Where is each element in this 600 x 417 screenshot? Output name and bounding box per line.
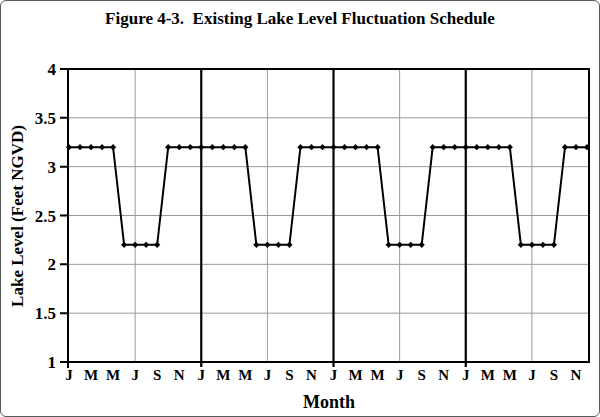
data-point-marker <box>397 242 403 248</box>
x-tick-label: M <box>238 367 252 383</box>
lake-level-chart: 11.522.533.54JMMJSNJMMJSNJMMJSNJMMJSN <box>1 1 600 417</box>
data-point-marker <box>352 144 358 150</box>
data-point-marker <box>220 144 226 150</box>
data-point-marker <box>551 242 557 248</box>
data-point-marker <box>308 144 314 150</box>
data-point-marker <box>231 144 237 150</box>
x-tick-label: M <box>216 367 230 383</box>
y-tick-label: 1.5 <box>35 304 56 323</box>
x-tick-label: M <box>503 367 517 383</box>
lake-level-line <box>69 147 587 245</box>
data-point-marker <box>330 144 336 150</box>
data-point-marker <box>518 242 524 248</box>
x-tick-label: S <box>550 367 558 383</box>
data-point-marker <box>463 144 469 150</box>
x-tick-label: M <box>348 367 362 383</box>
data-point-marker <box>242 144 248 150</box>
x-tick-label: N <box>174 367 185 383</box>
data-point-marker <box>253 242 259 248</box>
y-tick-label: 3.5 <box>35 109 56 128</box>
data-point-marker <box>121 242 127 248</box>
figure-container: Figure 4-3. Existing Lake Level Fluctuat… <box>0 0 600 417</box>
data-point-marker <box>540 242 546 248</box>
data-point-marker <box>573 144 579 150</box>
x-tick-label: M <box>106 367 120 383</box>
y-tick-label: 4 <box>48 60 57 79</box>
x-tick-label: S <box>153 367 161 383</box>
data-point-marker <box>110 144 116 150</box>
data-point-marker <box>264 242 270 248</box>
data-point-marker <box>441 144 447 150</box>
data-point-marker <box>363 144 369 150</box>
data-point-marker <box>154 242 160 248</box>
data-point-marker <box>286 242 292 248</box>
data-point-marker <box>485 144 491 150</box>
x-tick-label: J <box>330 367 338 383</box>
data-point-marker <box>165 144 171 150</box>
data-point-marker <box>474 144 480 150</box>
data-point-marker <box>562 144 568 150</box>
data-point-marker <box>176 144 182 150</box>
data-point-marker <box>430 144 436 150</box>
data-point-marker <box>297 144 303 150</box>
x-tick-label: M <box>481 367 495 383</box>
x-tick-label: N <box>306 367 317 383</box>
x-tick-label: N <box>571 367 582 383</box>
x-tick-label: J <box>65 367 73 383</box>
data-point-marker <box>374 144 380 150</box>
x-tick-label: J <box>396 367 404 383</box>
y-tick-label: 2.5 <box>35 207 56 226</box>
data-point-marker <box>187 144 193 150</box>
data-point-marker <box>198 144 204 150</box>
data-point-marker <box>452 144 458 150</box>
data-point-marker <box>507 144 513 150</box>
data-point-marker <box>275 242 281 248</box>
x-tick-label: J <box>131 367 139 383</box>
data-point-marker <box>319 144 325 150</box>
x-axis-title: Month <box>303 392 355 413</box>
y-tick-label: 1 <box>48 353 57 372</box>
data-point-marker <box>132 242 138 248</box>
x-tick-label: J <box>462 367 470 383</box>
data-point-marker <box>88 144 94 150</box>
x-tick-label: J <box>528 367 536 383</box>
x-tick-label: S <box>285 367 293 383</box>
x-tick-label: M <box>84 367 98 383</box>
data-point-marker <box>341 144 347 150</box>
data-point-marker <box>386 242 392 248</box>
x-tick-label: J <box>198 367 206 383</box>
data-point-marker <box>77 144 83 150</box>
x-tick-label: J <box>264 367 272 383</box>
x-tick-label: S <box>418 367 426 383</box>
data-point-marker <box>143 242 149 248</box>
data-point-marker <box>209 144 215 150</box>
data-point-marker <box>66 144 72 150</box>
data-point-marker <box>496 144 502 150</box>
data-point-marker <box>99 144 105 150</box>
x-tick-label: M <box>371 367 385 383</box>
data-point-marker <box>408 242 414 248</box>
x-tick-label: N <box>438 367 449 383</box>
data-point-marker <box>529 242 535 248</box>
y-tick-label: 2 <box>48 255 57 274</box>
y-tick-label: 3 <box>48 158 57 177</box>
data-point-marker <box>419 242 425 248</box>
